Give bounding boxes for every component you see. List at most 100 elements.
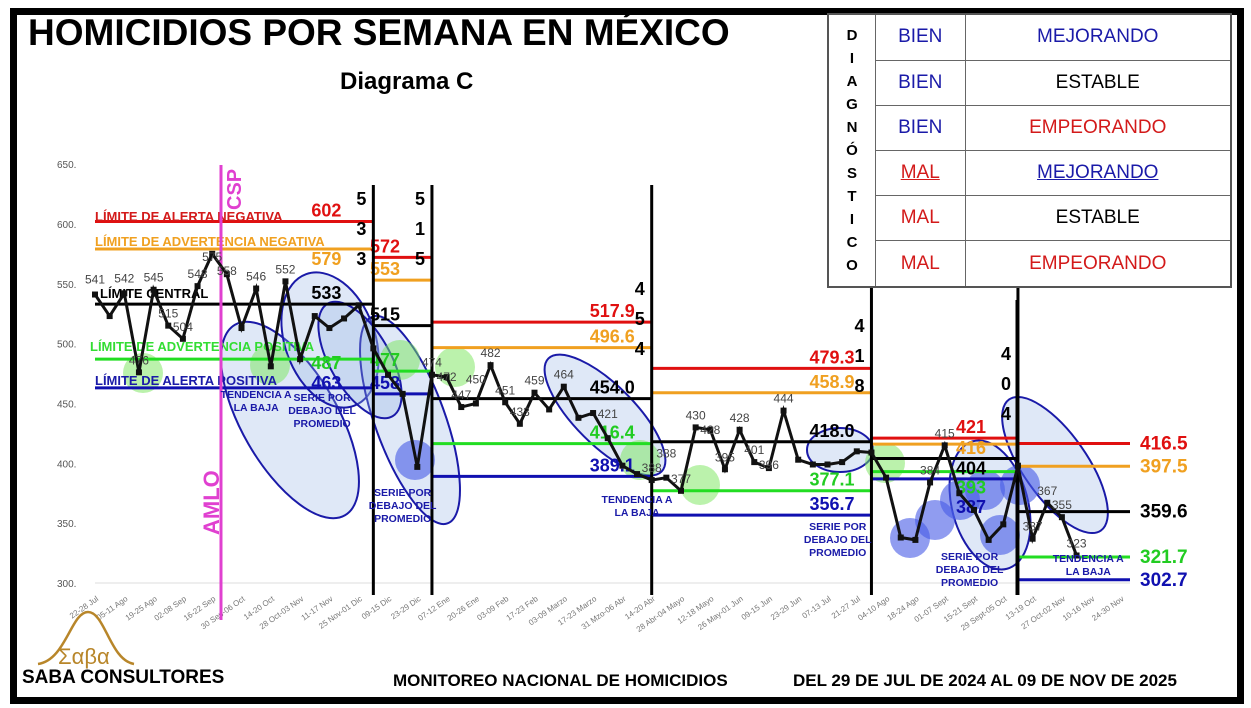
data-point	[868, 449, 875, 456]
data-point	[443, 374, 450, 381]
limit-value-label: 397.5	[1140, 456, 1188, 477]
data-point	[1073, 552, 1080, 559]
data-point	[839, 459, 846, 466]
data-point	[1058, 514, 1065, 521]
annotation-label: TENDENCIA A	[1053, 553, 1124, 565]
limit-name: LÍMITE DE ADVERTENCIA NEGATIVA	[95, 234, 325, 249]
data-point	[736, 426, 743, 433]
data-point	[531, 389, 538, 396]
x-tick-label: 09-15 Dic	[360, 594, 393, 621]
center-value-vertical: 1	[854, 346, 864, 366]
data-point	[92, 291, 98, 298]
annotation-label: DEBAJO DEL	[369, 500, 437, 512]
diagnosis-letter: Ó	[846, 142, 858, 159]
diagnosis-row: D I A G N Ó S T I C O BIEN MEJORANDO	[827, 13, 1232, 288]
diagnosis-trend: ESTABLE	[964, 195, 1232, 242]
limit-value-label: 553	[370, 259, 400, 279]
limit-value-label: 416	[956, 438, 986, 458]
data-point-label: 428	[700, 423, 720, 437]
center-value-vertical: 4	[854, 316, 864, 336]
diagnosis-letter: C	[846, 234, 858, 251]
x-tick-label: 04-10 Ago	[856, 594, 891, 623]
diagnosis-status: BIEN	[875, 59, 966, 106]
annotation-label: TENDENCIA A	[602, 494, 673, 506]
event-label-top: CSP	[224, 169, 246, 210]
x-tick-label: 09-15 Jun	[740, 594, 774, 622]
data-point-label: 421	[598, 407, 618, 421]
data-point	[165, 322, 172, 329]
data-point	[721, 466, 728, 473]
data-point	[546, 406, 553, 413]
center-value-vertical: 5	[635, 309, 645, 329]
annotation-label: PROMEDIO	[374, 513, 431, 525]
data-point-label: 464	[554, 368, 574, 382]
data-point-label: 542	[114, 271, 134, 285]
y-tick-label: 500.	[57, 340, 76, 351]
data-point	[1000, 521, 1007, 528]
annotation-label: PROMEDIO	[941, 577, 998, 589]
data-point-label: 415	[935, 426, 955, 440]
data-point-label: 476	[129, 353, 149, 367]
data-point-label: 575	[202, 250, 222, 264]
data-point-label: 444	[774, 392, 794, 406]
diagnosis-row: MAL MEJORANDO	[828, 149, 1232, 197]
alert-circle	[980, 515, 1020, 555]
diagnosis-letter: S	[846, 165, 857, 182]
diagnosis-row: MAL ESTABLE	[828, 195, 1232, 242]
diagnosis-trend: ESTABLE	[964, 59, 1232, 106]
x-tick-label: 20-26 Ene	[446, 594, 482, 623]
diagnosis-trend: EMPEORANDO	[964, 104, 1232, 151]
diagnosis-status: MAL	[875, 240, 966, 288]
data-point-label: 459	[524, 374, 544, 388]
data-point	[1014, 462, 1021, 469]
data-point-label: 428	[730, 411, 750, 425]
limit-value-label: 487	[311, 353, 341, 373]
data-point	[370, 345, 377, 352]
data-point	[472, 400, 479, 407]
data-point-label: 401	[744, 443, 764, 457]
data-point-label: 367	[1037, 484, 1057, 498]
data-point-label: 450	[466, 372, 486, 386]
data-point-label: 541	[85, 273, 105, 287]
center-value-vertical: 3	[356, 249, 366, 269]
data-point	[106, 313, 113, 320]
annotation-label: PROMEDIO	[809, 547, 866, 559]
limit-value-label: 302.7	[1140, 570, 1188, 591]
diagnosis-trend: MEJORANDO	[964, 149, 1232, 197]
data-point	[121, 290, 128, 297]
limit-value-label: 404	[956, 459, 986, 479]
data-point	[648, 477, 655, 484]
data-point	[971, 506, 977, 513]
data-point	[1044, 499, 1051, 506]
diagnosis-row: MAL EMPEORANDO	[828, 240, 1232, 288]
annotation-label: LA BAJA	[234, 402, 280, 414]
limit-name: LÍMITE DE ADVERTENCIA POSITIVA	[90, 339, 315, 354]
data-point	[853, 448, 860, 455]
data-point	[355, 302, 362, 309]
data-point-label: 552	[275, 262, 295, 276]
data-point	[692, 424, 699, 431]
data-point	[912, 536, 919, 543]
data-point	[575, 414, 582, 421]
center-value-vertical: 5	[356, 189, 366, 209]
diagnosis-trend: EMPEORANDO	[964, 240, 1232, 288]
center-value-vertical: 4	[1001, 404, 1011, 424]
data-point	[678, 487, 684, 494]
diagnosis-letter: I	[849, 50, 855, 67]
data-point-label: 337	[1023, 520, 1043, 534]
diagnosis-letter: N	[846, 119, 858, 136]
center-value-vertical: 5	[415, 249, 425, 269]
limit-value-label: 533	[311, 283, 341, 303]
data-point-label: 504	[173, 320, 193, 334]
data-point	[326, 325, 333, 332]
data-point-label: 548	[188, 267, 208, 281]
data-point	[824, 461, 831, 468]
data-point-label: 384	[920, 463, 940, 477]
limit-value-label: 454.0	[590, 378, 635, 398]
warning-circle	[680, 465, 720, 505]
data-point	[311, 313, 318, 320]
limit-value-label: 458	[370, 373, 400, 393]
center-value-vertical: 4	[635, 279, 645, 299]
